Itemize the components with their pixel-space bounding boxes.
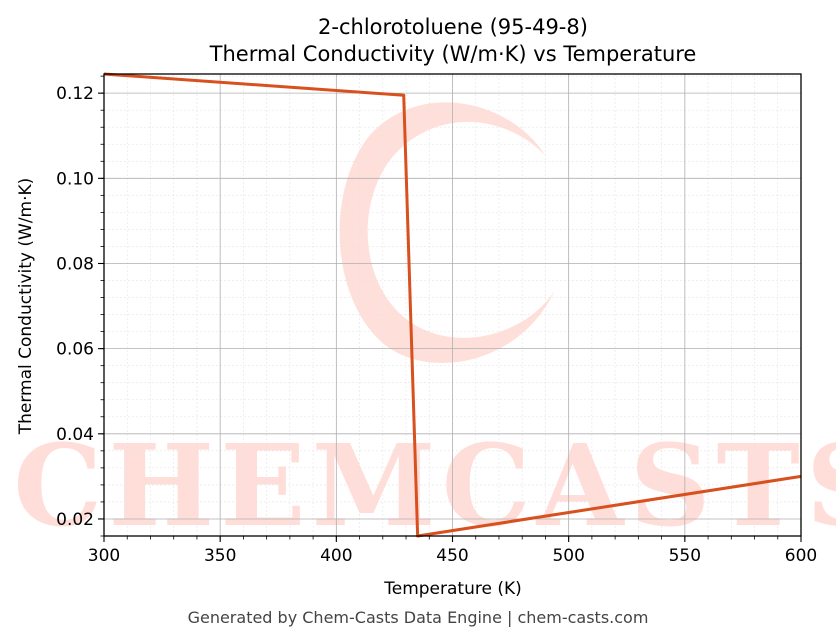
series-line (103, 72, 802, 538)
y-tick-label: 0.06 (56, 340, 94, 360)
x-tick-label: 350 (204, 546, 236, 566)
x-tick-label: 550 (669, 546, 701, 566)
x-tick-label: 500 (552, 546, 584, 566)
x-tick-label: 600 (785, 546, 817, 566)
y-tick-label: 0.08 (56, 254, 94, 274)
y-tick-labels: 0.02 0.04 0.06 0.08 0.10 0.12 (56, 84, 94, 530)
y-tick-label: 0.12 (56, 84, 94, 104)
footer-credit: Generated by Chem-Casts Data Engine | ch… (187, 608, 649, 627)
y-tick-label: 0.10 (56, 169, 94, 189)
chart: CHEMCASTS 300 350 400 450 500 550 600 0.02 0.04… (13, 15, 836, 599)
series-layer (103, 72, 802, 538)
x-tick-label: 450 (436, 546, 468, 566)
axis-ticks (98, 75, 802, 542)
watermark-text: CHEMCASTS (13, 421, 836, 552)
y-tick-label: 0.02 (56, 510, 94, 530)
chart-title: 2-chlorotoluene (95-49-8) (318, 15, 588, 39)
x-tick-label: 300 (88, 546, 120, 566)
y-tick-label: 0.04 (56, 425, 94, 445)
y-axis-label: Thermal Conductivity (W/m·K) (16, 178, 36, 436)
chart-subtitle: Thermal Conductivity (W/m·K) vs Temperat… (209, 42, 697, 66)
watermark-logo (339, 102, 555, 363)
x-tick-label: 400 (320, 546, 352, 566)
watermark: CHEMCASTS (13, 102, 836, 552)
x-tick-labels: 300 350 400 450 500 550 600 (88, 546, 817, 566)
x-axis-label: Temperature (K) (383, 579, 522, 599)
